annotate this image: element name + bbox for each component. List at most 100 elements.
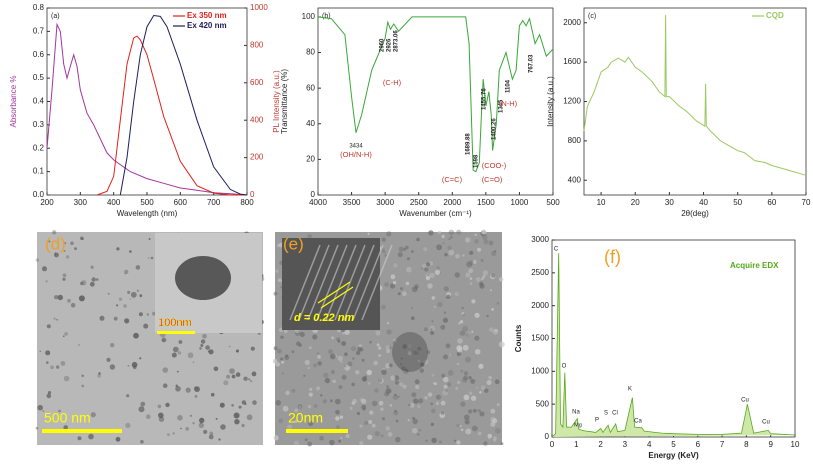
texture (199, 347, 202, 350)
texture (445, 296, 448, 299)
texture (127, 364, 130, 367)
texture (194, 386, 201, 393)
x-tick-label: 400 (107, 198, 121, 207)
texture (462, 313, 465, 316)
texture (280, 335, 284, 339)
texture (241, 400, 247, 405)
texture (63, 425, 68, 430)
texture (193, 386, 198, 391)
texture (277, 278, 282, 282)
y-tick-label: 60 (306, 83, 315, 92)
texture (361, 398, 367, 404)
y-tick-label: 0.1 (33, 167, 45, 176)
texture (425, 276, 430, 281)
x-tick-label: 30 (665, 198, 674, 207)
y-axis-label: Counts (514, 324, 523, 352)
texture (373, 360, 378, 366)
texture (406, 369, 409, 372)
texture (234, 419, 240, 425)
texture (461, 312, 465, 315)
texture (126, 394, 130, 398)
texture (209, 431, 214, 436)
texture (409, 402, 415, 408)
texture (484, 388, 489, 393)
texture (278, 418, 284, 424)
texture (213, 366, 219, 372)
texture (42, 266, 47, 272)
texture (480, 258, 484, 263)
texture (180, 427, 182, 430)
texture (402, 291, 407, 297)
texture (423, 327, 428, 332)
panel-label: (b) (322, 13, 331, 20)
texture (466, 261, 473, 268)
texture (381, 304, 386, 310)
texture (398, 246, 404, 252)
panel-label: (e) (283, 234, 304, 253)
texture (116, 247, 120, 251)
y2-tick-label: 800 (250, 41, 264, 50)
panel-label: (c) (588, 13, 596, 20)
line (46, 22, 248, 196)
texture (472, 260, 477, 264)
texture (440, 400, 446, 406)
plot-frame (46, 7, 248, 196)
texture (465, 237, 471, 243)
texture (339, 415, 344, 419)
texture (499, 277, 504, 282)
texture (106, 357, 111, 362)
texture (481, 277, 484, 281)
texture (178, 340, 183, 344)
texture (136, 289, 139, 292)
x-tick-label: 9 (768, 440, 773, 449)
texture (42, 410, 45, 413)
texture (329, 399, 333, 403)
texture (469, 282, 473, 285)
x-tick-label: 1 (574, 440, 579, 449)
texture (436, 266, 440, 269)
texture (469, 260, 475, 265)
texture (431, 320, 434, 323)
texture (386, 329, 392, 335)
texture (427, 273, 430, 276)
texture (62, 277, 66, 281)
texture (482, 270, 489, 276)
y-tick-label: 400 (568, 175, 582, 184)
texture (63, 335, 65, 338)
texture (338, 385, 343, 390)
inset-particle (175, 256, 231, 300)
texture (424, 396, 428, 400)
texture (470, 395, 477, 401)
texture (98, 372, 101, 375)
texture (89, 281, 95, 287)
texture (81, 237, 84, 240)
texture (447, 245, 452, 251)
texture (322, 399, 327, 404)
texture (383, 251, 386, 254)
texture (465, 272, 471, 278)
texture (46, 361, 49, 364)
texture (95, 278, 99, 281)
texture (468, 391, 473, 395)
texture (331, 336, 334, 340)
texture (457, 338, 463, 344)
texture (162, 338, 166, 343)
texture (459, 425, 462, 427)
annotation: Cu (741, 398, 749, 404)
texture (200, 339, 206, 344)
texture (494, 328, 498, 333)
lattice-fringe (343, 244, 375, 321)
texture (281, 360, 285, 364)
texture (143, 323, 149, 329)
texture (433, 305, 436, 308)
texture (220, 424, 226, 430)
texture (328, 349, 333, 354)
y-tick-label: 0.0 (33, 190, 45, 199)
texture (64, 242, 67, 244)
texture (468, 376, 472, 380)
texture (441, 234, 445, 239)
texture (371, 423, 376, 428)
texture (384, 282, 389, 287)
texture (177, 415, 183, 421)
texture (491, 308, 494, 311)
